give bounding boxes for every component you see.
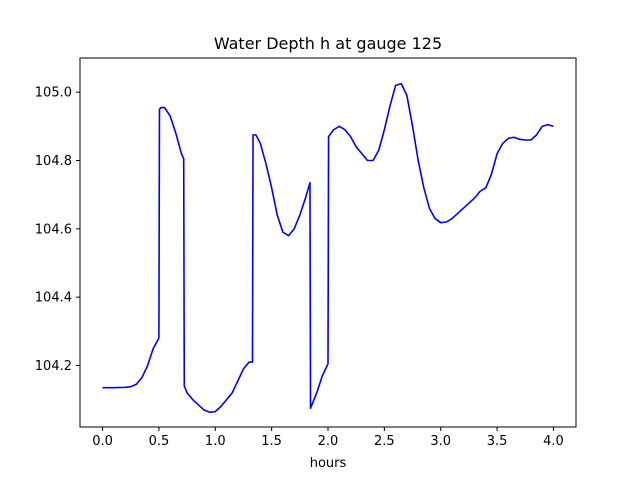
x-tick-label: 2.5 <box>374 434 395 449</box>
x-axis-label: hours <box>310 456 347 471</box>
plot-area <box>102 82 554 414</box>
x-tick-label: 3.0 <box>430 434 451 449</box>
x-tick-label: 1.5 <box>261 434 282 449</box>
x-tick-label: 1.0 <box>205 434 226 449</box>
x-tick-label: 0.0 <box>92 434 113 449</box>
chart-title: Water Depth h at gauge 125 <box>214 34 442 53</box>
series-line <box>102 82 554 414</box>
y-tick-label: 104.6 <box>35 222 72 237</box>
x-tick-label: 0.5 <box>149 434 170 449</box>
y-tick-label: 104.2 <box>35 359 72 374</box>
y-tick-label: 105.0 <box>35 86 72 101</box>
x-tick-label: 2.0 <box>318 434 339 449</box>
x-tick-label: 3.5 <box>487 434 508 449</box>
x-tick-label: 4.0 <box>543 434 564 449</box>
y-axis: 104.2 104.4 104.6 104.8 105.0 <box>35 86 80 374</box>
x-axis: 0.0 0.5 1.0 1.5 2.0 2.5 3.0 3.5 4.0 <box>92 427 564 449</box>
y-tick-label: 104.8 <box>35 154 72 169</box>
y-tick-label: 104.4 <box>35 291 72 306</box>
